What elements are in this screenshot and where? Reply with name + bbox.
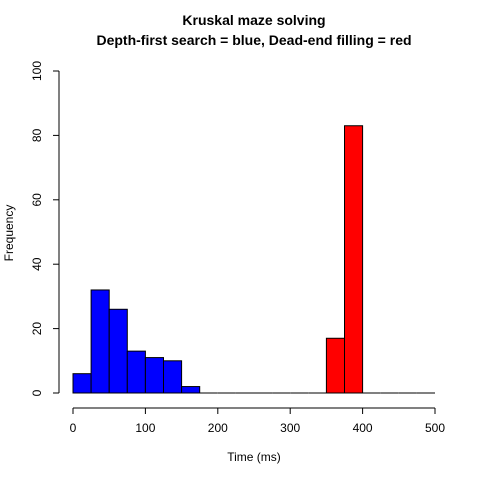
y-axis-label: Frequency [2,205,16,262]
x-tick-label: 200 [208,421,228,435]
x-axis-label: Time (ms) [227,450,281,464]
histogram-bar [108,308,128,394]
histogram-bar [90,289,110,394]
y-tick-label: 40 [30,257,44,271]
histogram-bar [344,125,364,394]
histogram-bar [126,350,146,394]
y-tick-label: 80 [30,128,44,142]
histogram-bar [325,337,345,394]
histogram-bar [181,386,201,394]
chart-title: Kruskal maze solving [182,12,325,28]
y-axis: 0 20 40 60 80 100 [30,61,60,396]
x-axis: 0 100 200 300 400 500 [70,407,445,435]
x-tick-label: 100 [135,421,155,435]
x-tick-label: 500 [425,421,445,435]
y-tick-label: 20 [30,322,44,336]
histogram-bar [72,373,92,394]
x-tick-label: 400 [353,421,373,435]
y-tick-label: 100 [30,61,44,81]
chart-subtitle: Depth-first search = blue, Dead-end fill… [96,32,411,48]
x-tick-label: 0 [70,421,77,435]
y-tick-label: 60 [30,193,44,207]
histogram-bar [163,360,183,394]
y-tick-label: 0 [30,389,44,396]
histogram-bar [144,357,164,394]
bars-group [72,125,435,394]
x-tick-label: 300 [280,421,300,435]
